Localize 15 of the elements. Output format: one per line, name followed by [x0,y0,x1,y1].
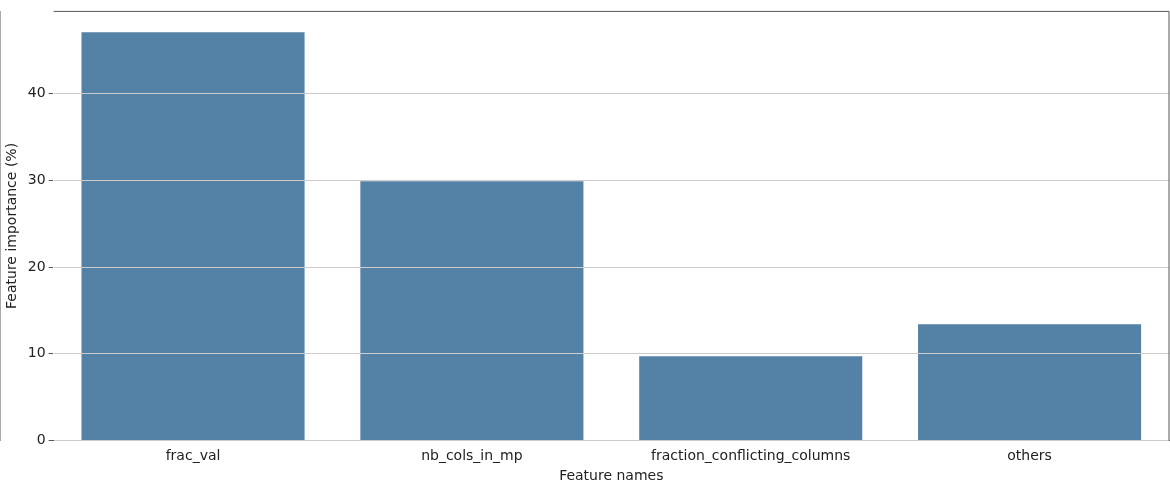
y-tick-label: 40 [27,84,46,101]
x-tick-label: frac_val [165,447,221,464]
bar [360,181,584,440]
y-tick-label: 20 [27,257,46,274]
x-axis-title: Feature names [559,467,664,484]
y-tick-label: 0 [36,431,46,448]
x-tick-label: nb_cols_in_mp [421,447,523,464]
bar [639,356,863,440]
x-tick-label: fraction_conflicting_columns [651,447,851,464]
y-axis-title: Feature importance (%) [3,142,20,309]
bar [918,324,1142,440]
x-tick-label: others [1007,447,1052,464]
y-tick-label: 10 [27,344,46,361]
bar [81,32,305,440]
y-tick-label: 30 [27,171,46,188]
